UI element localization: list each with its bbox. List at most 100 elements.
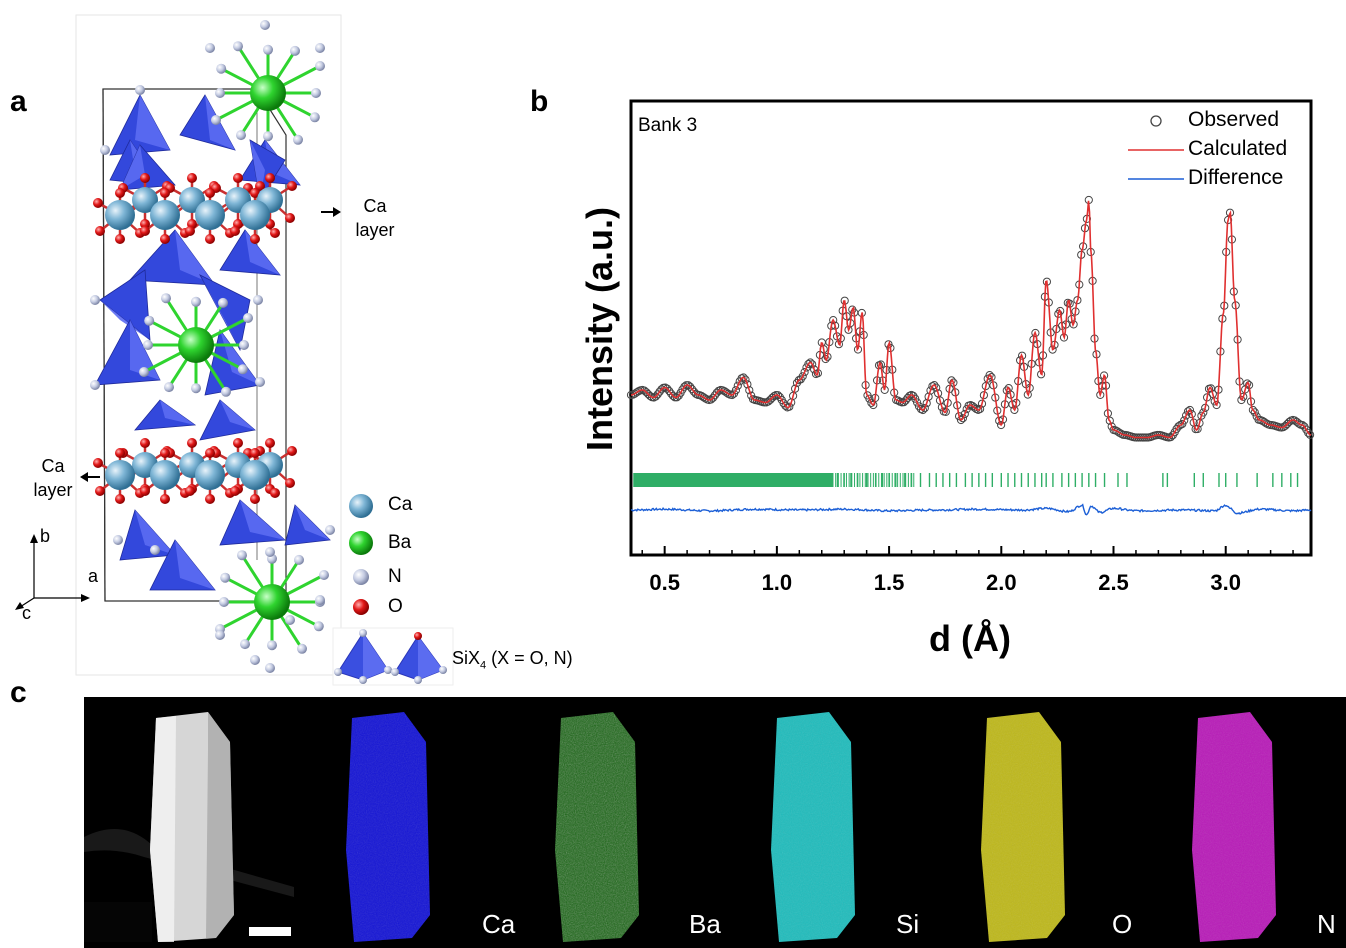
tetrahedron-face-light [160, 400, 195, 425]
o-atom [95, 486, 105, 496]
n-atom [191, 383, 201, 394]
n-atom [113, 535, 123, 545]
panel-letter-b: b [530, 85, 549, 118]
observed-point [960, 409, 969, 419]
panel-c-eds-maps: Ca Ba Si O N [84, 697, 1346, 948]
n-atom [265, 663, 275, 673]
bragg-markers [633, 473, 1299, 487]
legend-ba-label: Ba [388, 532, 412, 553]
n-atom [139, 367, 149, 377]
o-atom [250, 448, 260, 458]
n-atom [263, 44, 273, 55]
legend-difference-text: Difference [1188, 166, 1284, 189]
n-atom [255, 377, 265, 387]
n-atom [215, 630, 225, 640]
panel-b-diffraction-chart: b 0.5 1.0 1.5 2.0 2.5 3.0 Bank 3 Observed Cal… [520, 70, 1346, 690]
ca-atom [150, 460, 180, 490]
n-atom [144, 315, 155, 326]
tetrahedron-face-light [200, 275, 240, 350]
axis-a-label: a [88, 566, 99, 586]
eds-label-ca: Ca [482, 909, 516, 939]
eds-map-tile [771, 712, 855, 942]
observed-point [834, 340, 843, 349]
o-atom [285, 213, 295, 223]
observed-point [1182, 411, 1191, 420]
x-tick-label: 1.0 [762, 570, 793, 595]
o-atom [205, 494, 215, 504]
o-atom [230, 226, 240, 236]
n-atom [243, 313, 253, 323]
n-atom [260, 20, 270, 30]
observed-point [1031, 328, 1040, 338]
observed-point [977, 399, 987, 408]
atoms [90, 20, 335, 673]
observed-point [798, 372, 807, 381]
tetrahedron-face-light [120, 145, 145, 190]
observed-point [1059, 333, 1069, 342]
n-atom [216, 63, 227, 74]
o-atom [287, 446, 297, 456]
ba-atom [178, 327, 214, 363]
ca-layer-bottom-label-1: Ca [41, 456, 65, 476]
o-atom [140, 219, 150, 229]
six-legend-label: SiX4 (X = O, N) [452, 648, 573, 672]
axis-triad [15, 534, 90, 610]
observed-point [985, 371, 994, 380]
observed-point [1195, 419, 1204, 428]
o-atom [160, 234, 170, 244]
o-atom [270, 488, 280, 498]
x-tick-label: 3.0 [1210, 570, 1241, 595]
ca-atom [240, 200, 270, 230]
observed-point [1100, 371, 1109, 380]
n-atom [164, 382, 174, 393]
n-atom [285, 615, 295, 625]
n-atom [315, 43, 325, 53]
o-atom [233, 173, 243, 183]
bank-label: Bank 3 [638, 115, 697, 136]
o-atom [287, 181, 297, 191]
n-atom [250, 655, 260, 665]
n-atom [237, 364, 248, 375]
x-tick-label: 2.0 [986, 570, 1017, 595]
eds-maps-drawing [84, 712, 1276, 942]
eds-map-tile [150, 712, 234, 942]
observed-point [1096, 390, 1105, 399]
n-atom [161, 293, 171, 304]
n-atom [100, 145, 110, 155]
n-atom [267, 640, 277, 651]
n-atom [315, 595, 325, 605]
ca-atom [132, 187, 158, 213]
n-atom [218, 297, 228, 308]
o-atom [185, 226, 195, 236]
n-atom [311, 88, 321, 98]
tetrahedron-face-light [175, 540, 215, 590]
o-atom [230, 486, 240, 496]
o-atom [93, 198, 103, 208]
o-atom [233, 438, 243, 448]
observed-point [1206, 384, 1216, 393]
legend-observed-marker [1150, 115, 1162, 127]
n-atom [315, 61, 325, 71]
observed-point [686, 382, 695, 391]
observed-point [691, 389, 700, 398]
axis-b-label: b [40, 526, 51, 546]
observed-point [1187, 410, 1196, 419]
n-atom [221, 386, 231, 397]
observed-point [1193, 424, 1202, 434]
ba-atom [254, 584, 290, 620]
o-atom [140, 226, 150, 236]
n-atom [253, 295, 263, 305]
o-atom [205, 448, 215, 458]
n-atom [319, 570, 329, 580]
eds-label-si: Si [896, 909, 920, 939]
legend-ca-label: Ca [388, 494, 413, 515]
n-atom [236, 130, 246, 141]
n-atom [290, 45, 300, 56]
observed-point [745, 386, 754, 395]
o-atom [185, 486, 195, 496]
observed-point [789, 391, 798, 400]
observed-point [1185, 405, 1195, 415]
crystal-structure-drawing [15, 14, 454, 686]
n-atom [219, 597, 229, 607]
y-axis-label: Intensity (a.u.) [579, 206, 620, 452]
